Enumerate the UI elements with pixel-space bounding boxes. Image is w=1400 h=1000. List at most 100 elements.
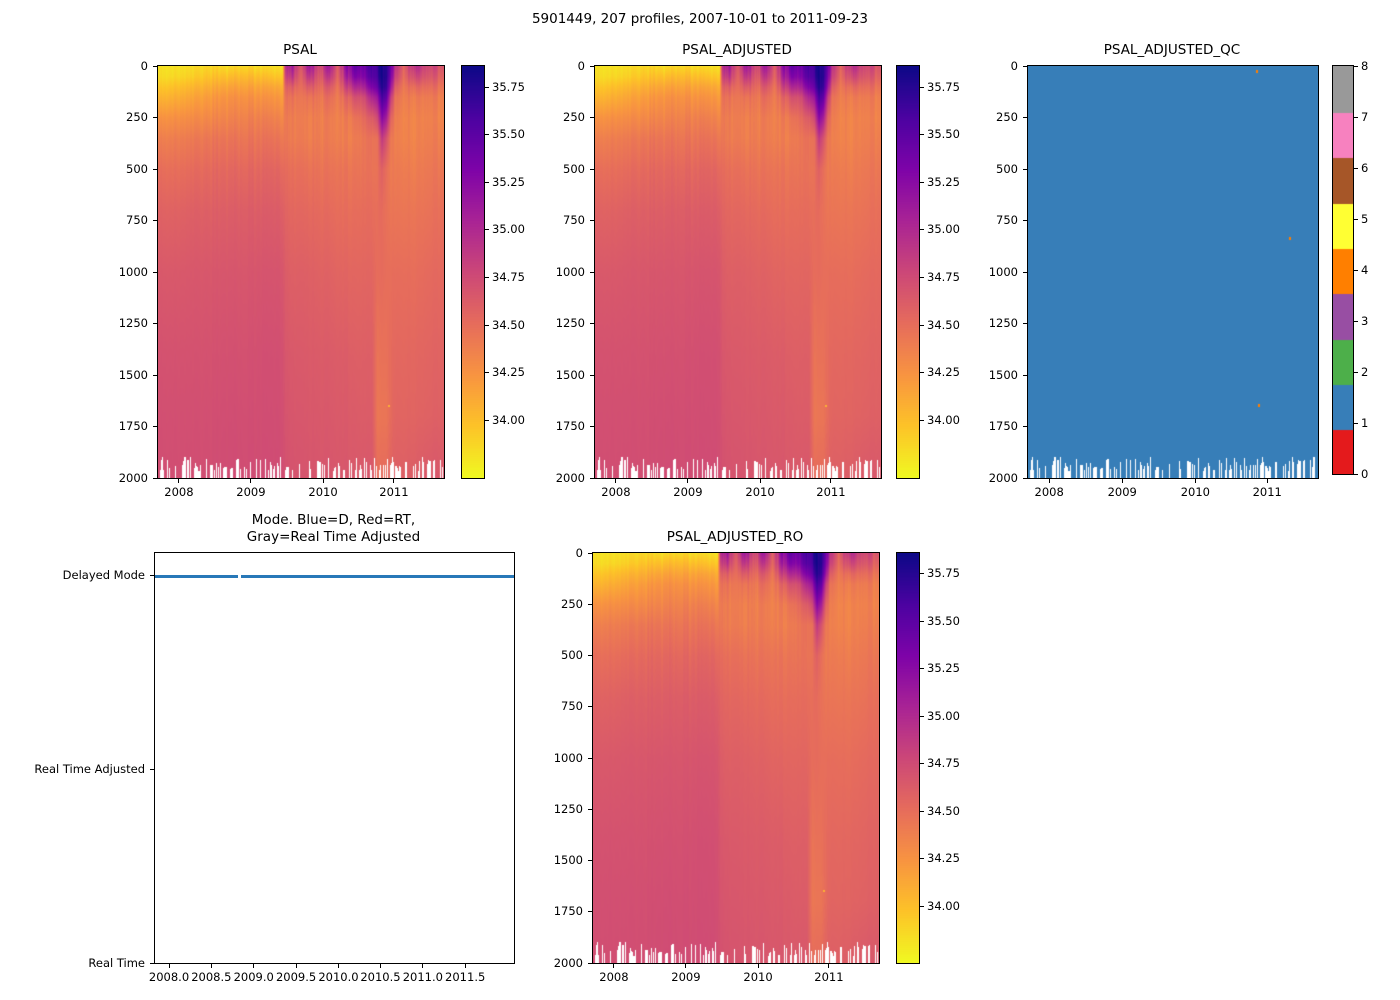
panel-title-psal-adjusted: PSAL_ADJUSTED	[682, 42, 792, 58]
colorbar-tick-label: 35.50	[927, 127, 960, 142]
colorbar-tick-label: 34.75	[492, 270, 525, 285]
x-tick-mark	[253, 964, 255, 968]
x-tick-label: 2008	[601, 485, 631, 499]
y-tick-mark	[590, 271, 594, 273]
y-tick-label: 500	[126, 161, 148, 176]
x-tick-label: 2008	[1034, 485, 1064, 499]
y-tick-mark	[588, 808, 592, 810]
y-tick-mark	[153, 168, 157, 170]
colorbar-tick-label: 0	[1361, 466, 1369, 481]
y-tick-label: 500	[561, 648, 583, 662]
colorbar-tick-mark	[485, 325, 489, 327]
panel-title-mode: Mode. Blue=D, Red=RT, Gray=Real Time Adju…	[114, 512, 553, 546]
figure-title: 5901449, 207 profiles, 2007-10-01 to 201…	[531, 11, 869, 27]
psal-adjusted-colorbar-canvas	[897, 66, 919, 478]
psal-adjusted-heatmap-canvas	[595, 66, 881, 478]
x-tick-label: 2010	[308, 485, 338, 499]
y-tick-label: 750	[996, 213, 1018, 227]
y-tick-label: Real Time Adjusted	[34, 761, 145, 776]
colorbar-tick-label: 35.75	[927, 79, 960, 94]
delayed-mode-line	[155, 575, 514, 578]
colorbar-tick-mark	[920, 229, 924, 231]
x-tick-mark	[168, 964, 170, 968]
mode-title-line2: Gray=Real Time Adjusted	[246, 529, 421, 545]
colorbar-tick-mark	[920, 325, 924, 327]
x-tick-label: 2011	[379, 485, 409, 499]
colorbar-tick-mark	[485, 420, 489, 422]
x-tick-label: 2010	[743, 970, 773, 984]
x-tick-label: 2008.5	[191, 970, 232, 984]
x-tick-mark	[1048, 479, 1050, 483]
y-tick-label: 1000	[553, 750, 583, 765]
x-tick-mark	[337, 964, 339, 968]
colorbar-tick-label: 34.50	[492, 318, 525, 333]
colorbar-tick-mark	[1354, 371, 1358, 373]
colorbar-tick-mark	[920, 668, 924, 670]
y-tick-label: 1500	[118, 367, 148, 382]
y-tick-label: 1250	[118, 316, 148, 330]
x-tick-label: 2008.0	[148, 970, 190, 984]
x-tick-mark	[685, 964, 687, 968]
colorbar-tick-label: 2	[1361, 364, 1369, 379]
y-tick-label: 1250	[555, 316, 585, 330]
psal-adjusted-qc-colorbar-canvas	[1333, 66, 1353, 474]
y-tick-label: 750	[561, 699, 583, 714]
x-tick-mark	[613, 964, 615, 968]
x-tick-mark	[828, 964, 830, 968]
psal-adjusted-ro-heatmap: 2008 2009 2010 2011 0 250 500 750 1000 1250 1500 17…	[554, 546, 880, 984]
x-tick-label: 2009	[1107, 485, 1137, 499]
y-tick-label: 1750	[118, 419, 148, 433]
colorbar-tick-label: 35.25	[927, 174, 960, 189]
x-tick-label: 2009	[236, 485, 266, 499]
colorbar-tick-mark	[1354, 473, 1358, 475]
y-tick-mark	[1023, 323, 1027, 324]
x-tick-mark	[1121, 479, 1123, 483]
y-tick-label: 2000	[118, 470, 148, 485]
colorbar-tick-label: 34.00	[927, 898, 960, 913]
x-tick-label: 2009	[671, 970, 701, 984]
colorbar-tick-mark	[1354, 116, 1358, 118]
colorbar-tick-label: 34.50	[927, 803, 960, 818]
colorbar-tick-label: 4	[1361, 262, 1369, 277]
colorbar-tick-mark	[920, 810, 924, 812]
x-tick-mark	[1194, 479, 1196, 483]
y-tick-mark	[588, 706, 592, 708]
x-tick-mark	[830, 479, 832, 483]
x-tick-mark	[615, 479, 617, 483]
y-tick-mark	[588, 757, 592, 759]
x-tick-label: 2011	[1252, 485, 1282, 499]
y-tick-mark	[588, 552, 592, 554]
colorbar-tick-mark	[920, 86, 924, 88]
psal-adjusted-colorbar: 35.75 35.50 35.25 35.00 34.75 34.50 34.25 34.00	[896, 65, 960, 479]
psal-adjusted-heatmap: 2008 2009 2010 2011 0 250 500 750 1000 1250 1500 17…	[556, 59, 882, 499]
colorbar-tick-label: 35.00	[927, 222, 960, 237]
y-tick-label: 1000	[118, 264, 148, 279]
y-tick-label: 1250	[988, 316, 1018, 330]
colorbar-tick-mark	[485, 86, 489, 88]
y-tick-mark	[590, 168, 594, 170]
y-tick-mark	[590, 426, 594, 427]
x-tick-label: 2008	[599, 970, 629, 984]
colorbar-tick-mark	[485, 181, 489, 183]
panel-title-psal-adjusted-qc: PSAL_ADJUSTED_QC	[1103, 42, 1241, 58]
colorbar-tick-mark	[920, 181, 924, 183]
x-tick-mark	[379, 964, 381, 968]
y-tick-label: 1000	[555, 264, 585, 279]
colorbar-tick-label: 8	[1361, 58, 1369, 73]
colorbar-tick-mark	[920, 715, 924, 717]
y-tick-label: 500	[996, 161, 1018, 176]
colorbar-tick-mark	[1354, 218, 1358, 220]
x-tick-label: 2010.0	[318, 970, 359, 984]
x-tick-label: 2010.5	[360, 970, 401, 984]
psal-heatmap: 2008 2009 2010 2011 0 250 500 750 1000 1250 1500 17…	[119, 59, 445, 499]
colorbar-tick-mark	[920, 134, 924, 136]
y-tick-label: 0	[575, 545, 583, 560]
y-tick-mark	[153, 271, 157, 273]
colorbar-tick-label: 34.25	[927, 850, 960, 865]
y-tick-mark	[1023, 426, 1027, 427]
y-tick-label: 750	[126, 213, 148, 227]
x-tick-label: 2010	[1180, 485, 1210, 499]
colorbar-tick-mark	[920, 573, 924, 575]
colorbar-tick-label: 34.00	[492, 413, 525, 428]
